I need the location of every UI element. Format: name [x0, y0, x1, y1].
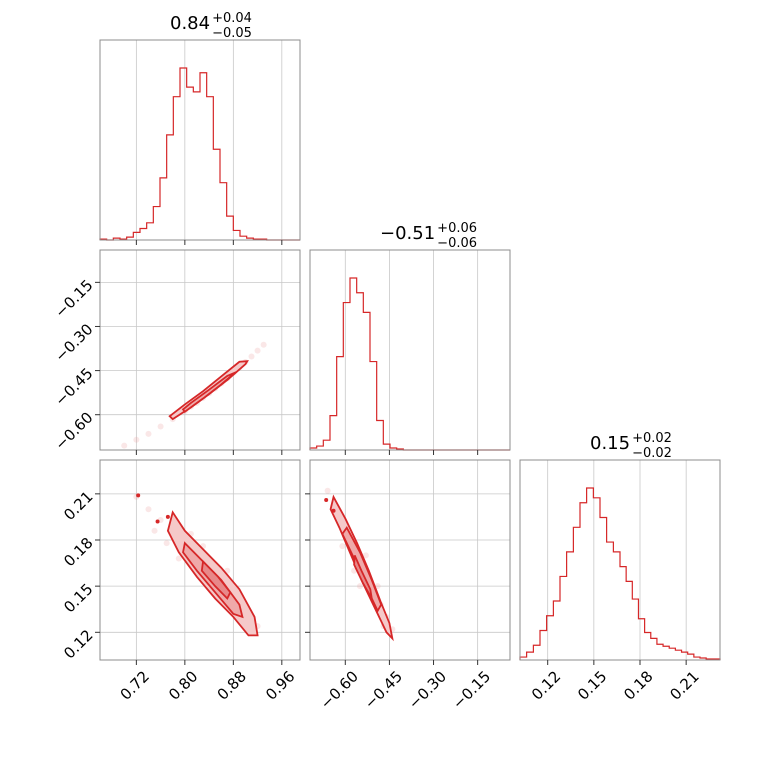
panel-title-1: −0.51 +0.06	[380, 221, 477, 244]
hist-panel-2	[519, 459, 721, 665]
sample-point-1-2-0	[324, 487, 331, 494]
panel-title-2: 0.15 +0.02	[590, 431, 672, 454]
sample-point-0-1-0	[121, 442, 128, 449]
panel-title-minus-2: −0.02	[632, 446, 672, 461]
sample-point-1-2-13	[362, 552, 369, 559]
title-minus-1: −0.06	[437, 236, 477, 251]
y-tick-label-2-1: 0.15	[60, 580, 96, 616]
title-minus-0: −0.05	[212, 26, 252, 41]
sample-point-0-1-3	[157, 423, 164, 430]
histogram-line-2	[519, 487, 721, 660]
panel-title-0: 0.84 +0.04	[170, 11, 252, 34]
sample-point-0-2-19	[151, 527, 158, 534]
sample-point-0-1-16	[248, 353, 255, 360]
contour-0-2-2	[200, 559, 232, 600]
sample-point-0-1-17	[254, 347, 261, 354]
scatter-panel-0-2	[95, 459, 301, 665]
x-tick-label-0-1: 0.80	[165, 667, 201, 703]
title-plus-0: +0.04	[212, 11, 252, 26]
scatter-panel-0-1-frame	[99, 249, 301, 451]
scatter-panel-1-2-grid	[310, 460, 510, 660]
sample-point-0-2-11	[175, 555, 182, 562]
x-tick-label-0-0: 0.72	[117, 667, 153, 703]
title-value-0: 0.84	[170, 13, 210, 34]
title-plus-2: +0.02	[632, 431, 672, 446]
panel-title-minus-0: −0.05	[212, 26, 252, 41]
hist-panel-0-grid	[135, 40, 283, 240]
hist-panel-0	[99, 39, 301, 245]
scatter-panel-0-1-grid	[100, 250, 300, 450]
x-tick-label-1-0: −0.60	[317, 667, 362, 712]
x-tick-label-2-3: 0.21	[666, 667, 702, 703]
scatter-panel-1-2	[305, 459, 511, 665]
sample-point-0-1-18	[260, 341, 267, 348]
outlier-point-0-2-1	[155, 519, 160, 524]
title-value-1: −0.51	[380, 223, 435, 244]
sample-point-1-2-17	[357, 583, 363, 590]
title-minus-2: −0.02	[632, 446, 672, 461]
y-tick-label-1-1: −0.45	[51, 364, 96, 409]
x-tick-label-2-1: 0.15	[574, 667, 610, 703]
hist-panel-1-frame	[309, 249, 511, 451]
title-value-2: 0.15	[590, 433, 630, 454]
outlier-point-1-2-1	[331, 508, 336, 513]
y-tick-label-1-3: −0.15	[51, 276, 96, 321]
outlier-point-0-2-0	[136, 493, 141, 498]
scatter-panel-1-2-frame	[309, 459, 511, 661]
hist-panel-2-frame	[519, 459, 721, 661]
outlier-point-0-2-2	[165, 514, 170, 519]
x-tick-label-1-2: −0.30	[405, 667, 450, 712]
x-tick-label-0-2: 0.88	[214, 667, 250, 703]
y-tick-label-2-0: 0.12	[60, 626, 96, 662]
y-tick-label-1-2: −0.30	[51, 320, 96, 365]
hist-panel-2-grid	[547, 460, 687, 660]
sample-point-0-2-17	[163, 540, 170, 547]
sample-point-0-1-2	[145, 430, 152, 437]
hist-panel-1-grid	[344, 250, 479, 450]
scatter-panel-0-1	[95, 249, 301, 455]
panel-title-minus-1: −0.06	[437, 236, 477, 251]
sample-point-0-2-1	[145, 506, 152, 513]
y-tick-label-1-0: −0.60	[51, 409, 96, 454]
outlier-point-1-2-0	[324, 498, 329, 502]
x-tick-label-0-3: 0.96	[262, 667, 298, 703]
hist-panel-1	[309, 249, 511, 455]
histogram-line-0	[99, 67, 300, 241]
x-tick-label-1-1: −0.45	[361, 667, 406, 712]
sample-point-1-2-15	[339, 543, 346, 550]
y-tick-label-2-3: 0.21	[60, 488, 96, 524]
x-tick-label-2-0: 0.12	[528, 667, 564, 703]
scatter-panel-0-2-grid	[100, 460, 300, 660]
x-tick-label-1-3: −0.15	[449, 667, 494, 712]
histogram-line-1	[309, 277, 510, 451]
hist-panel-0-frame	[99, 39, 301, 241]
sample-point-0-1-1	[133, 436, 140, 443]
x-tick-label-2-2: 0.18	[620, 667, 656, 703]
contour-1-2-2	[353, 555, 373, 599]
title-plus-1: +0.06	[437, 221, 477, 236]
y-tick-label-2-2: 0.18	[60, 534, 96, 570]
contour-0-1-1	[181, 371, 237, 414]
scatter-panel-0-1-points	[121, 341, 267, 449]
scatter-panel-0-2-frame	[99, 459, 301, 661]
